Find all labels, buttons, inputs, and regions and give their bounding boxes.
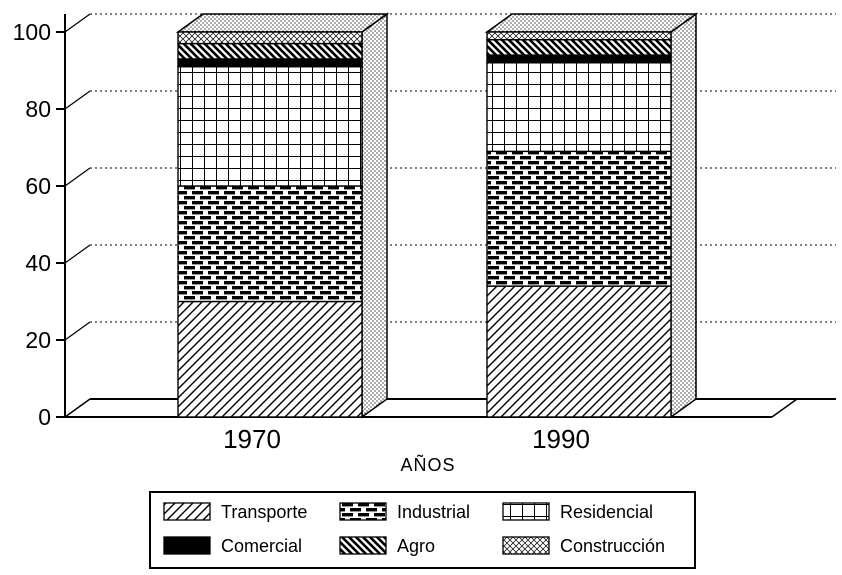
legend-label-construcción: Construcción — [560, 536, 665, 556]
tick-depth-connector — [64, 167, 91, 187]
bar-segment-1970-transporte — [177, 300, 363, 418]
bar-top-face-1970 — [175, 13, 390, 33]
legend-label-comercial: Comercial — [221, 536, 302, 556]
bar-segment-1970-comercial — [177, 58, 363, 68]
legend-label-transporte: Transporte — [221, 502, 307, 522]
bar-top-face-1990 — [484, 13, 699, 33]
tick-depth-connector — [64, 244, 91, 264]
legend-item-agro: Agro — [339, 536, 435, 556]
x-axis-title: AÑOS — [400, 454, 455, 475]
bar-segment-1970-residencial — [177, 65, 363, 187]
legend-item-comercial: Comercial — [163, 536, 302, 556]
legend-item-construcción: Construcción — [502, 536, 665, 556]
y-tick-label: 0 — [38, 404, 51, 430]
bar-segment-1970-agro — [177, 42, 363, 60]
legend-box — [149, 491, 696, 569]
legend-swatch-grid — [502, 502, 550, 521]
bar-segment-1990-agro — [486, 39, 672, 56]
legend-item-residencial: Residencial — [502, 502, 653, 522]
bar-segment-1990-comercial — [486, 54, 672, 64]
tick-depth-connector — [64, 13, 91, 33]
bar-segment-1970-industrial — [177, 185, 363, 303]
y-tick-label: 20 — [25, 327, 51, 353]
gridlines — [64, 13, 836, 341]
y-tick-label: 80 — [25, 96, 51, 122]
legend-swatch-heavy-hatch — [339, 536, 387, 555]
floor-right-edge — [771, 398, 798, 418]
bar-segment-1990-construcción — [486, 31, 672, 41]
bar-segment-1990-transporte — [486, 285, 672, 418]
legend-swatch-diagonal-lines — [163, 502, 211, 521]
tick-depth-connector — [64, 90, 91, 110]
bar-side-face-1990 — [670, 12, 697, 419]
tick-depth-connector — [64, 321, 91, 341]
bars — [175, 12, 699, 419]
legend-label-industrial: Industrial — [397, 502, 470, 522]
y-tick-label: 100 — [13, 19, 51, 45]
x-axis-labels: 1970 1990 — [223, 424, 590, 454]
legend-swatch-fine-crosshatch — [502, 536, 550, 555]
y-tick-label: 60 — [25, 173, 51, 199]
legend-label-agro: Agro — [397, 536, 435, 556]
bar-segment-1970-construcción — [177, 31, 363, 45]
axes: 0 20 40 60 80 100 — [13, 14, 836, 430]
legend-label-residencial: Residencial — [560, 502, 653, 522]
bar-segment-1990-residencial — [486, 62, 672, 153]
legend: Transporte Industrial Residencial Comercial… — [149, 491, 696, 569]
y-tick-label: 40 — [25, 250, 51, 276]
bar-segment-1990-industrial — [486, 150, 672, 287]
x-category-label-1990: 1990 — [532, 424, 590, 454]
legend-item-industrial: Industrial — [339, 502, 470, 522]
legend-swatch-solid-black — [163, 536, 211, 555]
legend-item-transporte: Transporte — [163, 502, 307, 522]
legend-swatch-bricks — [339, 502, 387, 521]
floor-left-edge — [64, 398, 91, 418]
x-category-label-1970: 1970 — [223, 424, 281, 454]
bar-side-face-1970 — [361, 12, 388, 419]
